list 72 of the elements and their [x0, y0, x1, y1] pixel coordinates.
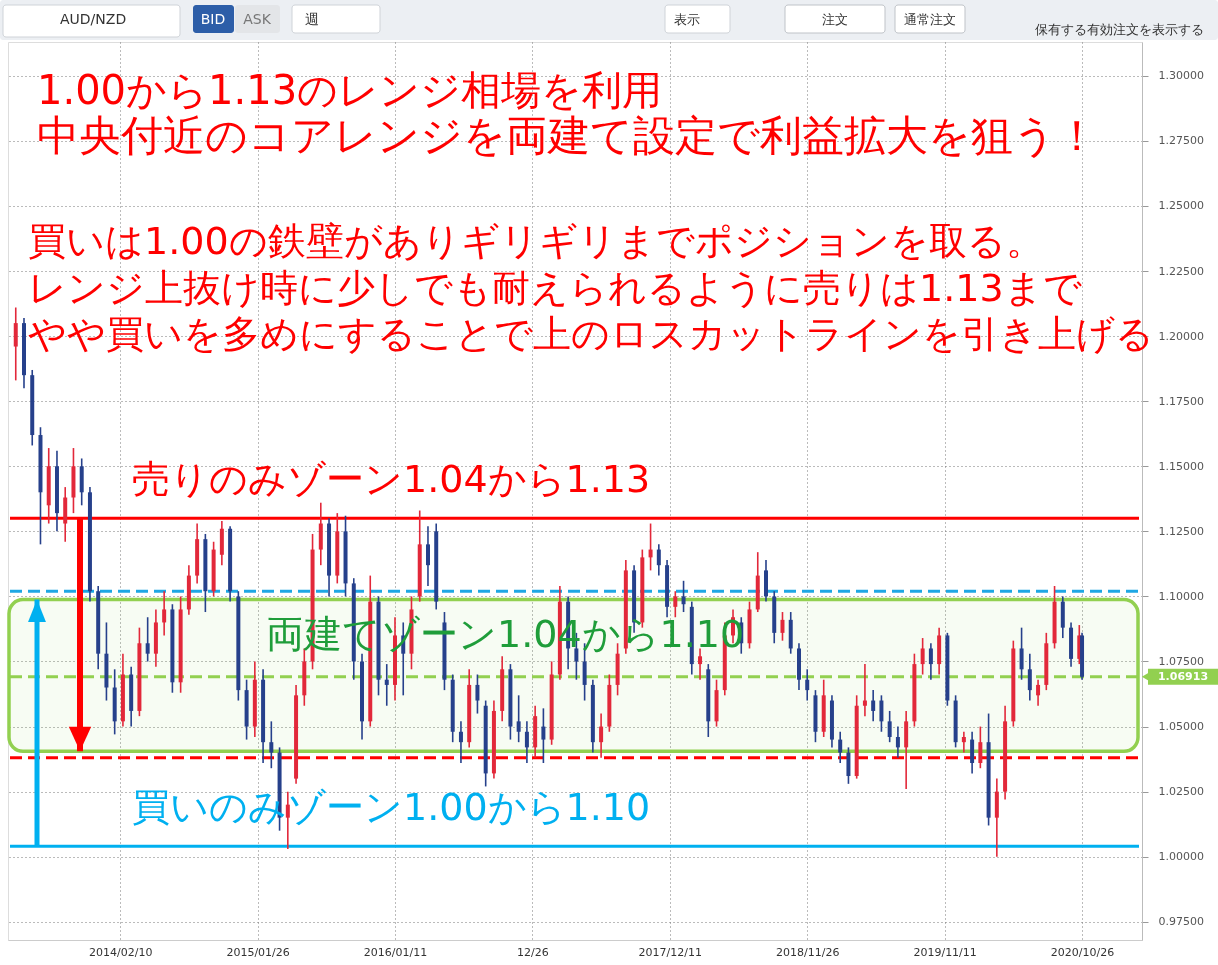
- y-tick-label: 1.00000: [1158, 850, 1204, 864]
- candlestick: [458, 720, 463, 764]
- candlestick: [928, 642, 933, 681]
- candlestick: [516, 694, 521, 743]
- candlestick: [656, 543, 661, 577]
- candlestick: [162, 590, 167, 637]
- annotation: レンジ上抜け時に少しでも耐えられるように売りは1.13まで: [28, 266, 1082, 310]
- candlestick: [269, 720, 274, 770]
- y-tick-label: 1.15000: [1158, 459, 1204, 473]
- candlestick: [871, 689, 876, 723]
- x-tick-label: 2014/02/10: [88, 945, 153, 959]
- candlestick: [1027, 652, 1032, 702]
- text: 通常注文: [904, 12, 956, 27]
- candlestick: [780, 611, 785, 642]
- text: ASK: [243, 11, 272, 27]
- candlestick: [475, 673, 480, 715]
- y-tick-label: 1.10000: [1158, 589, 1204, 603]
- ref-line-label: 1.06913: [1157, 669, 1209, 683]
- candlestick: [961, 730, 966, 754]
- text: 保有する有効注文を表示する: [1035, 22, 1204, 37]
- text: 週: [305, 11, 319, 27]
- ref-line-label: 売りのみゾーン1.04から1.13: [132, 457, 651, 502]
- y-tick-label: 1.27500: [1158, 134, 1204, 148]
- candlestick: [681, 580, 686, 613]
- candlestick: [838, 730, 843, 764]
- text: BID: [200, 11, 226, 27]
- x-tick-label: 2019/11/11: [913, 945, 977, 959]
- x-tick-label: 2020/10/26: [1050, 945, 1115, 959]
- y-tick-label: 1.12500: [1158, 524, 1204, 538]
- candlestick: [673, 590, 678, 619]
- x-tick-label: 12/26: [517, 945, 549, 959]
- candlestick: [541, 707, 546, 764]
- y-tick-label: 0.97500: [1158, 915, 1204, 929]
- candlestick: [978, 725, 983, 770]
- y-tick-label: 1.17500: [1158, 394, 1204, 408]
- candlestick: [1019, 626, 1024, 681]
- candlestick: [599, 712, 604, 759]
- candlestick: [895, 725, 900, 759]
- x-tick-label: 2016/01/11: [363, 945, 428, 959]
- text: 注文: [822, 12, 848, 27]
- candlestick: [524, 720, 529, 764]
- candlestick: [285, 790, 290, 850]
- y-tick-label: 1.07500: [1158, 654, 1204, 668]
- x-tick-label: 2015/01/26: [226, 945, 290, 959]
- candlestick: [145, 616, 150, 663]
- candlestick: [13, 306, 18, 382]
- annotation: 買いは1.00の鉄壁がありギリギリまでポジションを取る。: [28, 219, 1044, 263]
- candlestick: [384, 663, 389, 707]
- y-tick-label: 1.30000: [1158, 69, 1204, 83]
- annotation: 中央付近のコアレンジを両建て設定で利益拡大を狙う！: [37, 111, 1098, 160]
- candlestick: [970, 730, 975, 775]
- y-tick-label: 1.20000: [1158, 329, 1204, 343]
- candlestick: [425, 525, 430, 587]
- candlestick: [1036, 678, 1041, 707]
- x-tick-label: 2018/11/26: [776, 945, 840, 959]
- annotation: 1.00から1.13のレンジ相場を利用: [37, 67, 663, 113]
- candlestick: [648, 522, 653, 572]
- candlestick: [805, 668, 810, 702]
- candlestick: [846, 746, 851, 785]
- y-tick-label: 1.25000: [1158, 199, 1204, 213]
- candlestick: [887, 710, 892, 743]
- candlestick: [698, 647, 703, 681]
- candlestick: [920, 637, 925, 676]
- annotation: やや買いを多めにすることで上のロスカットラインを引き上げる: [28, 312, 1154, 356]
- candlestick: [879, 694, 884, 733]
- x-tick-label: 2017/12/11: [638, 945, 703, 959]
- y-tick-label: 1.02500: [1158, 785, 1204, 799]
- y-tick-label: 1.05000: [1158, 720, 1204, 734]
- text: 表示: [674, 12, 700, 27]
- y-tick-label: 1.22500: [1158, 264, 1204, 278]
- candlestick: [862, 663, 867, 717]
- chart-title: AUD/NZD: [60, 11, 127, 27]
